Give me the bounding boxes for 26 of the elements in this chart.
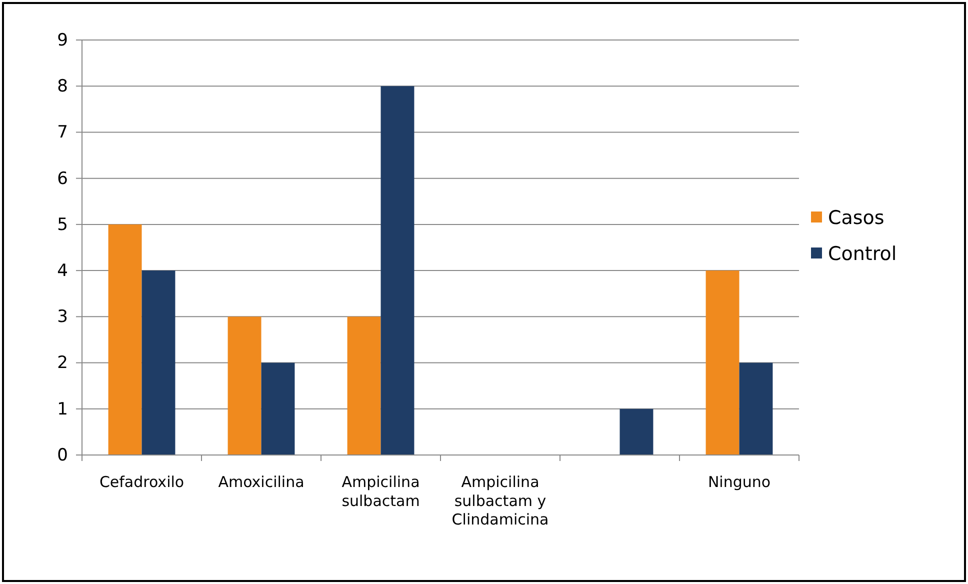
y-tick-label: 4: [57, 260, 68, 281]
legend-label: Casos: [828, 207, 884, 230]
x-tick-label: Ampicilina sulbactam: [342, 473, 420, 510]
x-tick-label: Ninguno: [708, 473, 771, 491]
x-tick-label: Amoxicilina: [218, 473, 304, 491]
bar: [261, 362, 295, 455]
legend-label: Control: [828, 243, 897, 266]
bar: [380, 86, 414, 455]
y-tick-label: 0: [57, 445, 68, 466]
bar: [706, 270, 740, 455]
x-tick-label: Ampicilina sulbactam y Clindamicina: [452, 473, 549, 528]
bar: [228, 316, 262, 455]
y-tick-label: 7: [57, 122, 68, 143]
y-tick-label: 2: [57, 353, 68, 374]
y-tick-label: 5: [57, 214, 68, 235]
y-tick-label: 3: [57, 307, 68, 328]
x-tick-label: Cefadroxilo: [99, 473, 184, 491]
bar: [620, 408, 654, 455]
bar: [108, 224, 142, 455]
y-tick-label: 1: [57, 399, 68, 420]
y-tick-label: 8: [57, 76, 68, 97]
bar: [347, 316, 381, 455]
y-tick-label: 6: [57, 168, 68, 189]
y-tick-label: 9: [57, 30, 68, 50]
bar: [142, 270, 176, 455]
bar: [739, 362, 773, 455]
